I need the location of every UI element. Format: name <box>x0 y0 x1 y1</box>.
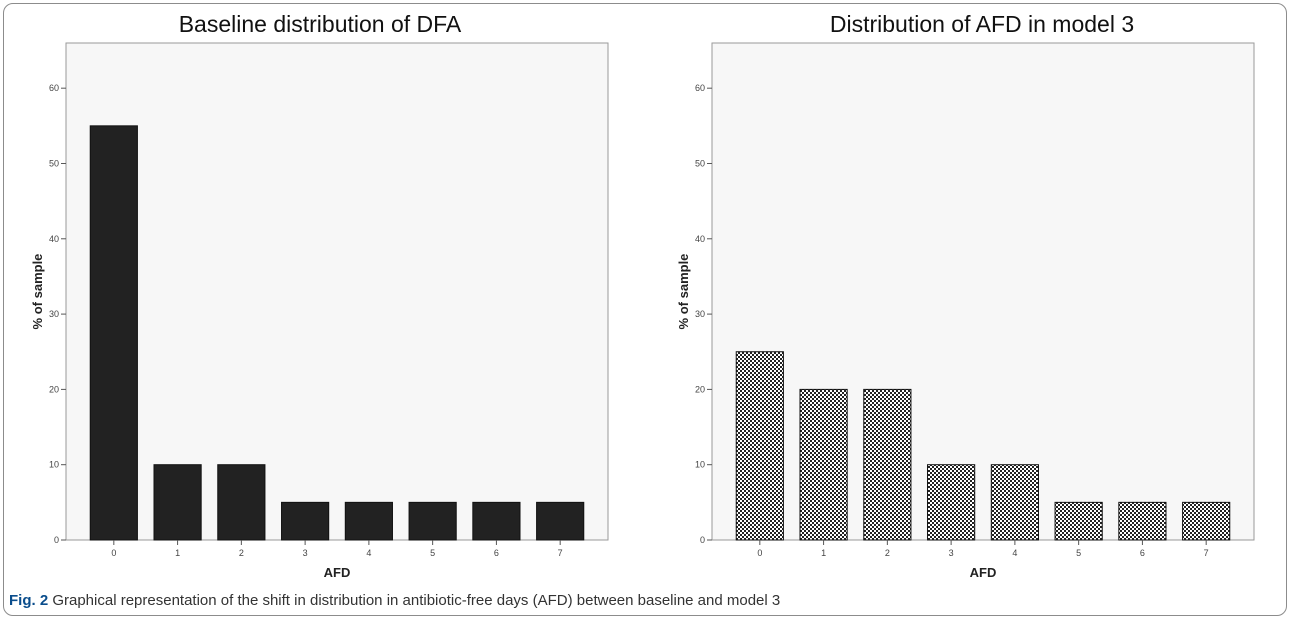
y-tick-label: 60 <box>695 83 705 93</box>
x-tick-label: 2 <box>885 548 890 558</box>
bar-afd-1 <box>799 388 848 541</box>
chart-baseline-svg: 0 10 20 30 40 50 60 0 1 2 3 4 5 6 7 AFD % of sample <box>30 42 609 580</box>
y-axis-label: % of sample <box>676 254 691 330</box>
bar-afd-7 <box>1182 501 1231 541</box>
bar-afd-5 <box>408 501 457 541</box>
y-tick-label: 0 <box>54 535 59 545</box>
x-tick-label: 5 <box>430 548 435 558</box>
y-tick-label: 0 <box>700 535 705 545</box>
y-axis-label: % of sample <box>30 254 45 330</box>
x-tick-label: 7 <box>558 548 563 558</box>
chart-model3-svg: 0 10 20 30 40 50 60 0 1 2 3 4 5 6 7 AFD % of sample <box>676 42 1255 580</box>
y-tick-label: 40 <box>695 234 705 244</box>
caption-label: Fig. 2 <box>9 592 49 609</box>
bar-afd-6 <box>472 501 521 541</box>
plot-area <box>65 42 609 541</box>
figure-caption: Fig. 2 Graphical representation of the s… <box>9 592 780 609</box>
x-tick-label: 3 <box>949 548 954 558</box>
x-tick-label: 6 <box>1140 548 1145 558</box>
x-axis-label: AFD <box>324 565 351 580</box>
x-tick-label: 3 <box>303 548 308 558</box>
x-tick-label: 0 <box>111 548 116 558</box>
bar-afd-3 <box>281 501 330 541</box>
bar-afd-3 <box>927 464 976 541</box>
plot-area <box>711 42 1255 541</box>
bar-afd-7 <box>536 501 585 541</box>
bar-afd-0 <box>89 125 138 541</box>
x-tick-label: 4 <box>1012 548 1017 558</box>
x-tick-label: 4 <box>366 548 371 558</box>
x-tick-label: 5 <box>1076 548 1081 558</box>
bar-afd-2 <box>863 388 912 541</box>
bar-afd-6 <box>1118 501 1167 541</box>
y-tick-label: 40 <box>49 234 59 244</box>
figure-frame <box>3 3 1287 616</box>
y-tick-label: 60 <box>49 83 59 93</box>
y-tick-label: 50 <box>49 158 59 168</box>
x-tick-label: 7 <box>1204 548 1209 558</box>
y-tick-label: 30 <box>695 309 705 319</box>
bar-afd-0 <box>735 351 784 541</box>
x-tick-label: 6 <box>494 548 499 558</box>
bar-afd-4 <box>344 501 393 541</box>
bar-afd-5 <box>1054 501 1103 541</box>
y-tick-label: 50 <box>695 158 705 168</box>
x-tick-label: 2 <box>239 548 244 558</box>
y-tick-label: 20 <box>695 384 705 394</box>
y-tick-label: 10 <box>695 460 705 470</box>
x-tick-label: 1 <box>175 548 180 558</box>
chart-title-baseline: Baseline distribution of DFA <box>178 11 462 37</box>
y-tick-label: 30 <box>49 309 59 319</box>
caption-text: Graphical representation of the shift in… <box>48 592 781 609</box>
bar-afd-1 <box>153 464 202 541</box>
bar-afd-4 <box>990 464 1039 541</box>
x-axis-label: AFD <box>970 565 997 580</box>
x-tick-label: 1 <box>821 548 826 558</box>
y-tick-label: 20 <box>49 384 59 394</box>
chart-title-model3: Distribution of AFD in model 3 <box>829 11 1135 37</box>
bar-afd-2 <box>217 464 266 541</box>
y-tick-label: 10 <box>49 460 59 470</box>
x-tick-label: 0 <box>757 548 762 558</box>
